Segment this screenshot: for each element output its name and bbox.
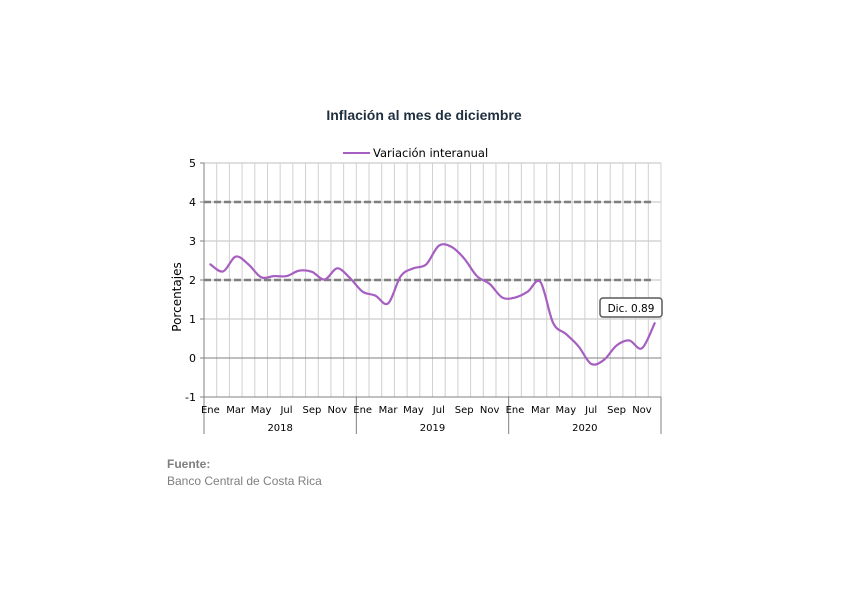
x-tick-label: Nov [632,405,652,416]
data-point [476,275,478,277]
x-tick-label: Ene [506,405,525,416]
data-point [527,291,529,293]
x-tick-label: Nov [480,405,500,416]
y-tick-label: 5 [189,157,196,170]
data-point [235,256,237,258]
chart-title: Inflación al mes de diciembre [326,107,522,123]
source-note: Fuente: Banco Central de Costa Rica [167,456,322,490]
data-point [412,267,414,269]
data-point [400,275,402,277]
data-point [577,345,579,347]
x-tick-label: May [555,405,576,416]
data-point [501,297,503,299]
data-point [451,246,453,248]
x-tick-label: Jul [584,405,597,416]
x-tick-label: Jul [432,405,445,416]
data-point [590,363,592,365]
data-point [565,333,567,335]
data-point [222,270,224,272]
data-point [489,283,491,285]
grid [203,162,662,398]
reference-lines [204,200,651,282]
data-point [628,339,630,341]
x-tick-label: Jul [279,405,292,416]
series-line [209,243,656,366]
data-point [425,263,427,265]
x-tick-label: Ene [201,405,220,416]
data-point [273,275,275,277]
data-point [552,322,554,324]
data-point [514,297,516,299]
annotation-box [599,297,663,318]
y-tick-labels: 5 4 3 2 1 0 -1 [185,157,196,404]
annotation-label: Dic. 0.89 [608,303,655,315]
data-point [324,279,326,281]
legend: Variación interanual [343,146,488,160]
data-point [603,359,605,361]
data-point [616,345,618,347]
axes [200,162,662,434]
x-tick-label: May [251,405,272,416]
data-point [362,291,364,293]
legend-label: Variación interanual [373,146,488,160]
x-tick-label: Mar [379,405,399,416]
data-point [374,295,376,297]
y-tick-label: 0 [189,352,196,365]
data-point [311,271,313,273]
year-label: 2019 [420,423,445,434]
data-point [539,281,541,283]
x-tick-label: Sep [455,405,474,416]
data-point [286,275,288,277]
y-tick-label: 1 [189,313,196,326]
source-text: Banco Central de Costa Rica [167,474,322,488]
x-tick-label: Sep [302,405,321,416]
data-point [298,270,300,272]
year-label: 2018 [267,423,292,434]
y-tick-label: 3 [189,235,196,248]
x-tick-label: May [403,405,424,416]
data-point [438,245,440,247]
source-label: Fuente: [167,457,211,471]
y-tick-label: 2 [189,274,196,287]
x-tick-label: Nov [328,405,348,416]
data-point [654,322,656,324]
data-point [387,302,389,304]
data-point [247,263,249,265]
y-axis-label: Porcentajes [170,262,184,331]
x-tick-label: Ene [353,405,372,416]
x-tick-label: Mar [531,405,551,416]
x-tick-label: Sep [607,405,626,416]
annotation-callout: Dic. 0.89 [599,297,663,318]
year-label: 2020 [572,423,597,434]
data-point [641,347,643,349]
data-point [260,276,262,278]
data-point [349,277,351,279]
x-tick-label: Mar [226,405,246,416]
data-point [336,267,338,269]
y-tick-label: -1 [185,391,196,404]
data-point [209,263,211,265]
x-tick-labels: Ene Mar May Jul Sep Nov 2018 Ene Mar May Jul Sep Nov… [201,405,652,434]
y-tick-label: 4 [189,196,196,209]
data-point [463,258,465,260]
